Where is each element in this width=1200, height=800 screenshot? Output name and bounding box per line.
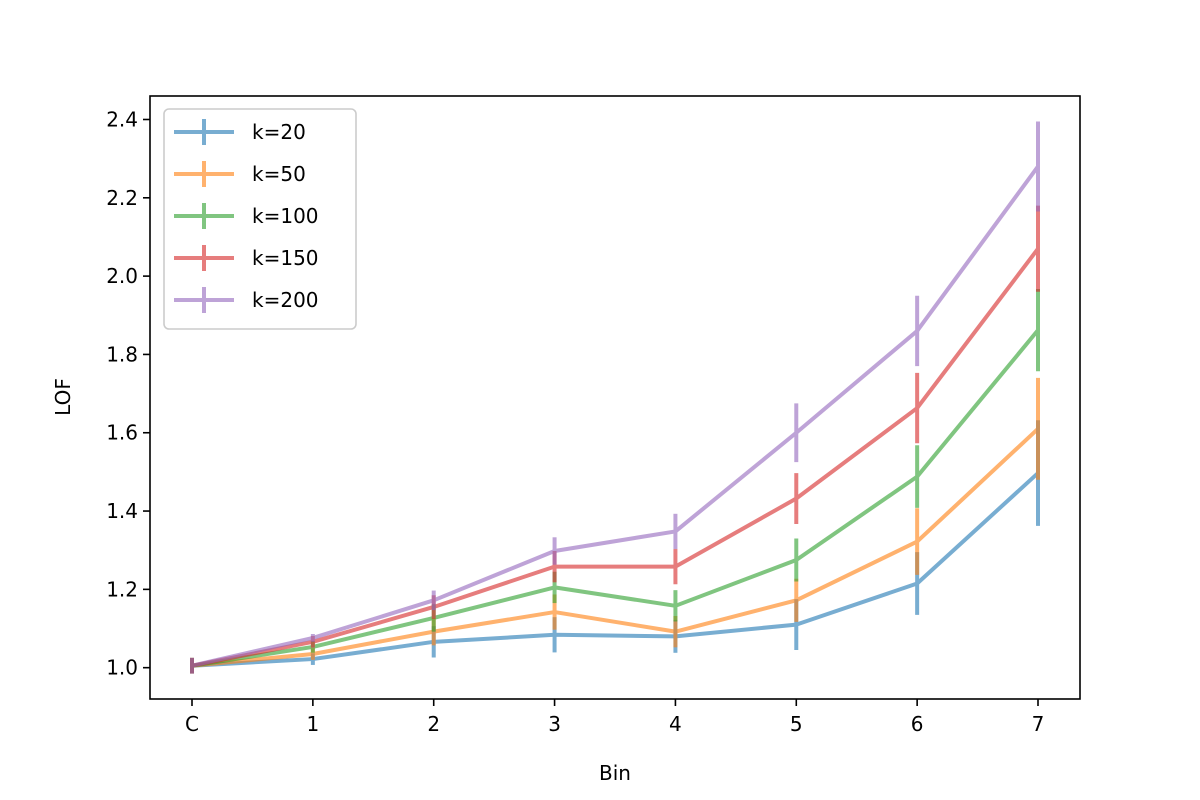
x-tick-label: 7 [1032, 712, 1045, 736]
x-axis: C 1 2 3 4 5 6 7 [185, 699, 1044, 736]
series-line [191, 427, 1040, 668]
x-tick-label: C [185, 712, 199, 736]
legend-item: k=50 [174, 161, 306, 187]
series-line [191, 247, 1040, 668]
legend-item: k=100 [174, 203, 319, 229]
y-tick-label: 2.2 [106, 186, 138, 210]
series-line [191, 328, 1040, 668]
legend-swatch [174, 245, 234, 271]
series-line [191, 165, 1040, 668]
x-tick-label: 3 [548, 712, 561, 736]
legend-swatch [174, 119, 234, 145]
x-tick-label: 6 [911, 712, 924, 736]
x-axis-label: Bin [599, 761, 631, 785]
series-line [191, 471, 1040, 668]
legend-swatch [174, 287, 234, 313]
legend-swatch [174, 203, 234, 229]
plot-frame [149, 95, 1081, 700]
y-tick-label: 2.4 [106, 107, 138, 131]
legend-item: k=200 [174, 287, 319, 313]
y-axis: 1.0 1.2 1.4 1.6 1.8 2.0 2.2 2.4 [106, 107, 150, 680]
y-tick-label: 1.4 [106, 499, 138, 523]
y-tick-label: 1.0 [106, 656, 138, 680]
legend-label: k=50 [252, 162, 306, 186]
y-tick-label: 2.0 [106, 264, 138, 288]
y-tick-label: 1.8 [106, 342, 138, 366]
legend-item: k=20 [174, 119, 306, 145]
legend-swatch [174, 161, 234, 187]
legend-box [163, 108, 357, 330]
x-tick-label: 4 [669, 712, 682, 736]
y-tick-label: 1.6 [106, 421, 138, 445]
legend-label: k=150 [252, 246, 319, 270]
y-tick-label: 1.2 [106, 577, 138, 601]
x-tick-label: 1 [306, 712, 319, 736]
series-k-200 [190, 121, 1040, 674]
x-tick-label: 5 [790, 712, 803, 736]
legend-item: k=150 [174, 245, 319, 271]
legend-label: k=20 [252, 120, 306, 144]
legend-label: k=100 [252, 204, 319, 228]
legend-label: k=200 [252, 288, 319, 312]
legend: k=20 k=50 k=100 k=150 k=200 [163, 108, 357, 330]
series-layer [190, 121, 1040, 674]
x-tick-label: 2 [427, 712, 440, 736]
y-axis-label: LOF [51, 378, 75, 416]
